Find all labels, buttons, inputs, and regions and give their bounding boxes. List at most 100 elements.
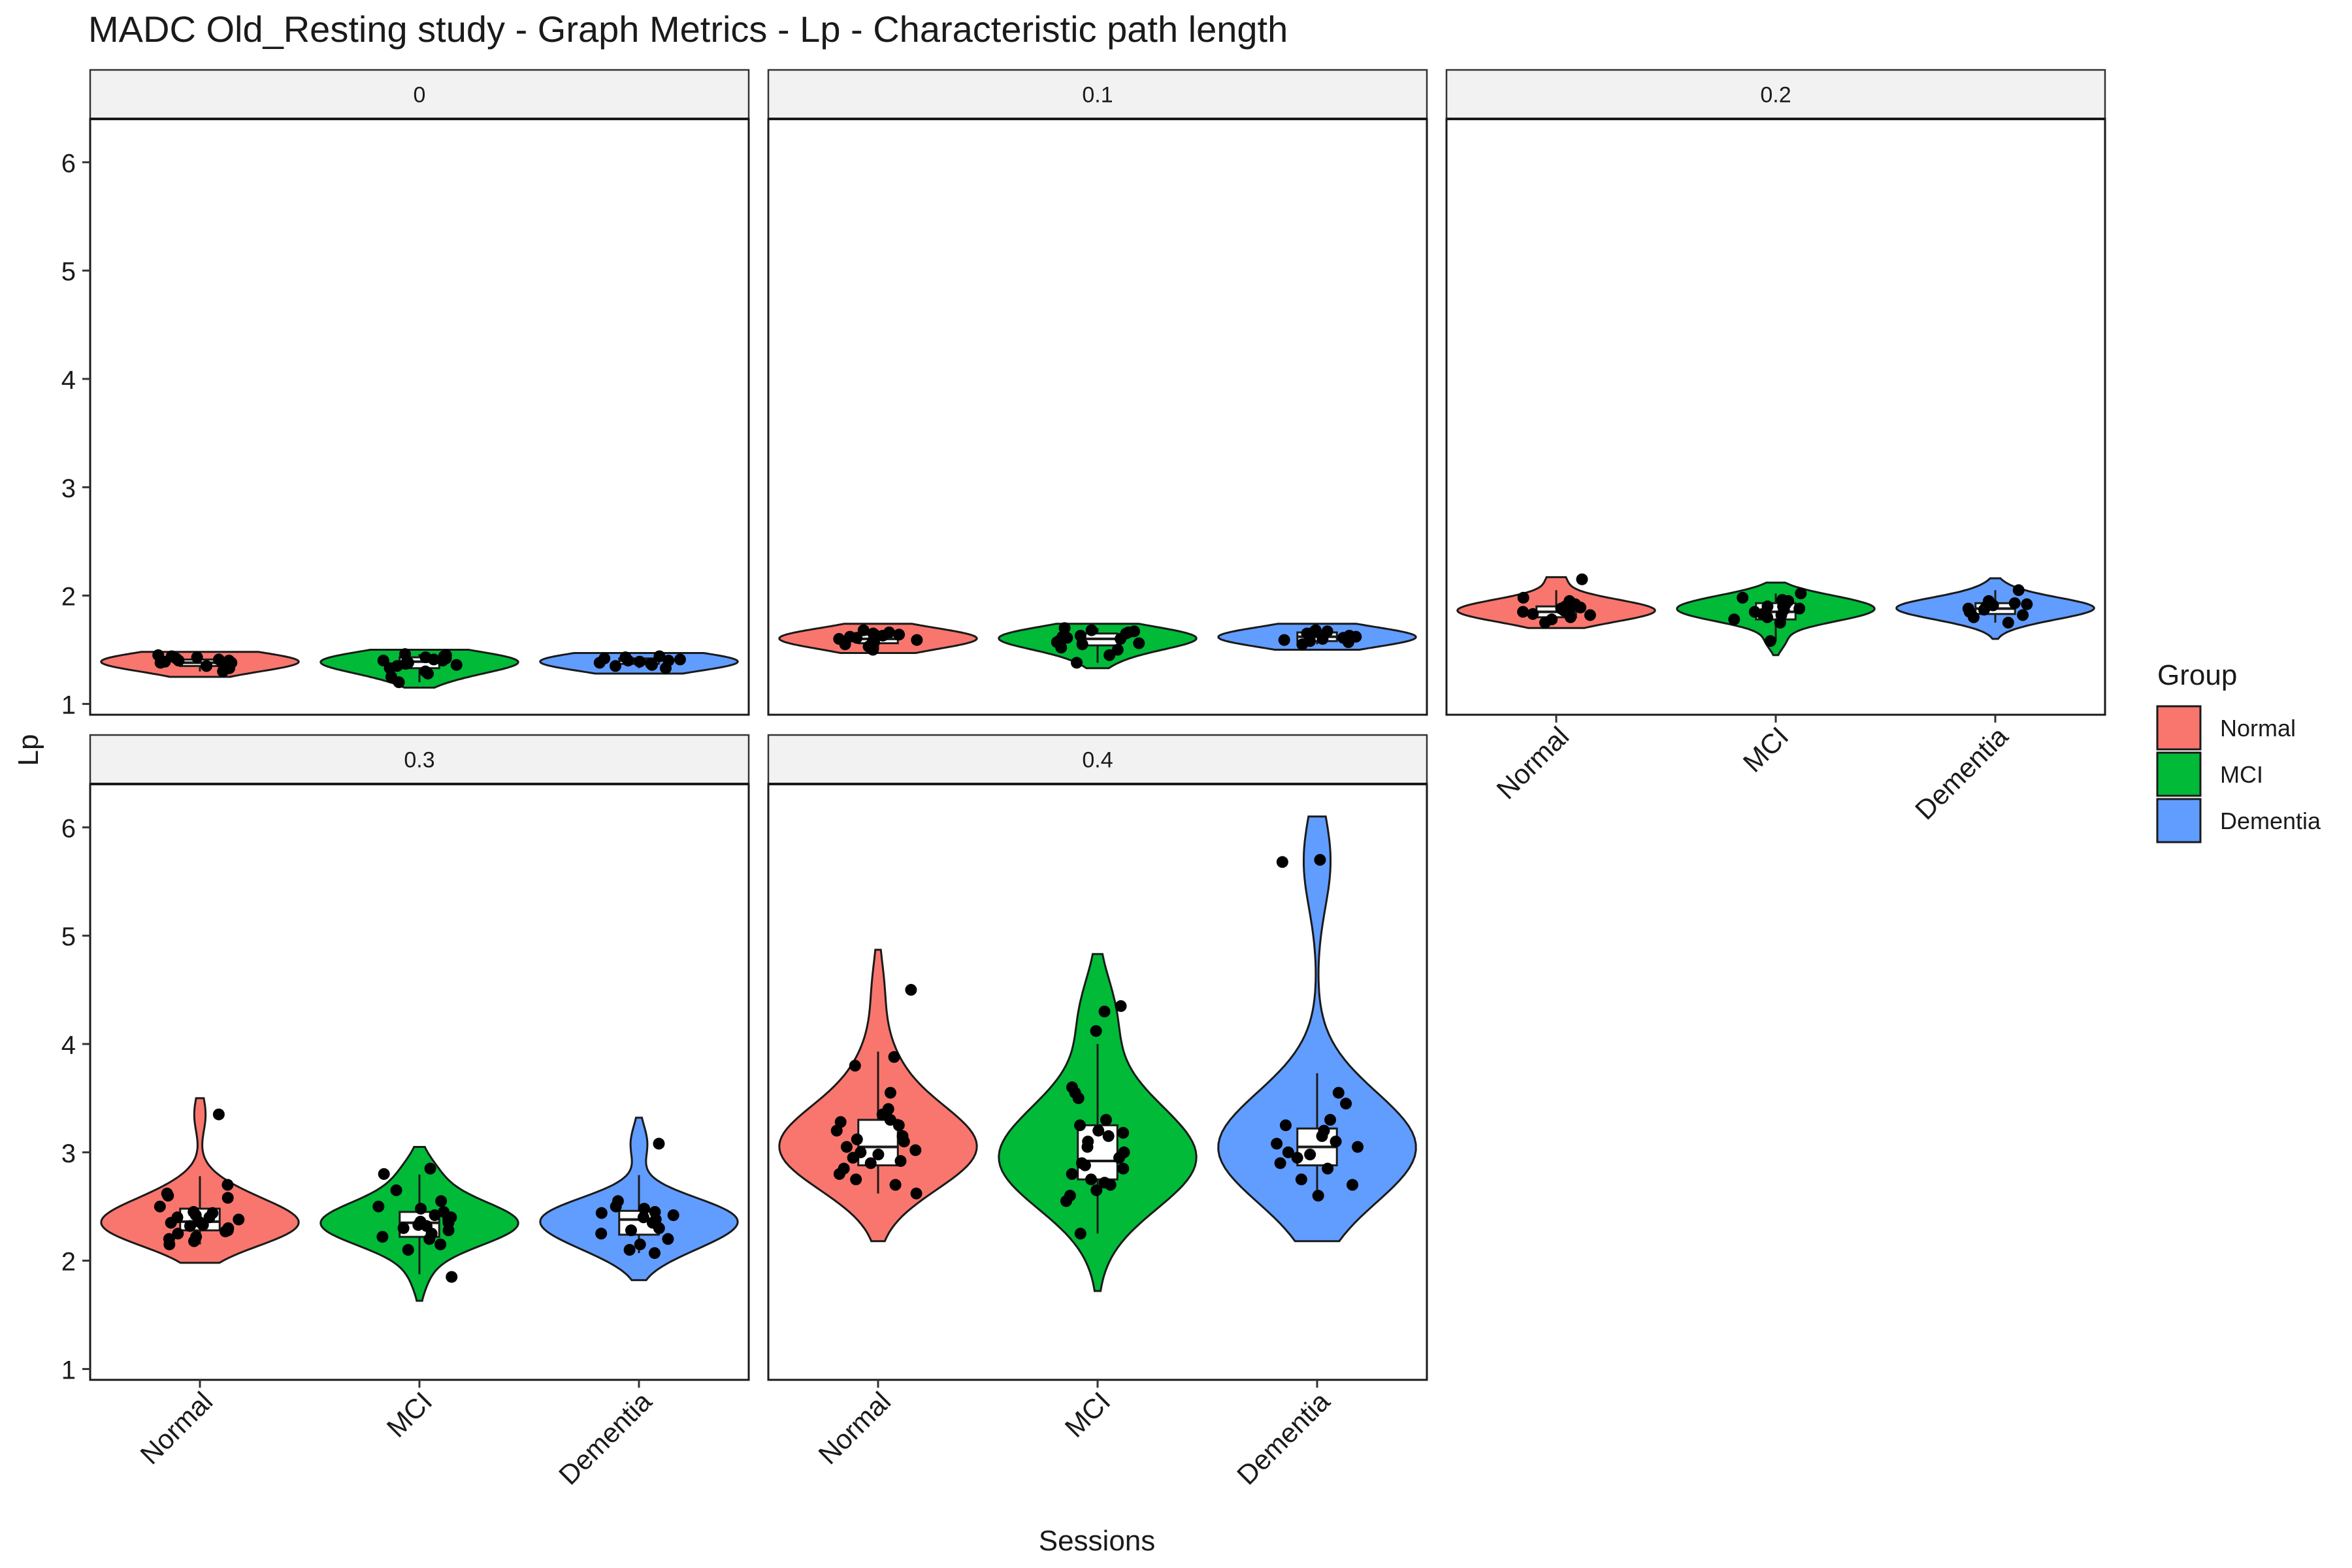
data-point — [429, 1209, 441, 1221]
data-point — [638, 1203, 651, 1215]
y-tick-label: 5 — [61, 923, 76, 951]
data-point — [442, 1224, 455, 1237]
data-point — [1316, 1130, 1328, 1142]
data-point — [653, 1137, 665, 1150]
data-point — [1066, 1168, 1078, 1180]
data-point — [595, 1228, 608, 1240]
data-point — [1128, 625, 1140, 638]
data-point — [427, 653, 440, 666]
data-point — [225, 657, 238, 669]
data-point — [1304, 1149, 1316, 1161]
data-point — [1081, 1141, 1094, 1153]
y-tick-label: 1 — [61, 1356, 76, 1384]
data-point — [402, 1244, 414, 1256]
data-point — [1322, 1162, 1334, 1175]
data-point — [1098, 1005, 1111, 1018]
data-point — [221, 1192, 234, 1204]
data-point — [212, 653, 225, 666]
data-point — [1271, 1137, 1283, 1150]
panel-border — [89, 118, 750, 716]
facet-strip-label: 0.4 — [1082, 748, 1113, 773]
data-point — [889, 1179, 902, 1191]
data-point — [397, 1222, 410, 1234]
data-point — [221, 1179, 234, 1191]
violin-group-dementia — [539, 650, 739, 675]
data-point — [1085, 1173, 1097, 1186]
data-point — [662, 1233, 674, 1245]
data-point — [1074, 1228, 1086, 1240]
facet-strip — [767, 734, 1428, 785]
data-point — [450, 659, 463, 671]
data-point — [910, 1187, 923, 1200]
violin-group-mci — [998, 953, 1198, 1292]
data-point — [653, 650, 666, 662]
data-point — [1090, 1025, 1102, 1037]
data-point — [911, 634, 923, 646]
data-point — [378, 1168, 390, 1180]
data-point — [1728, 613, 1740, 626]
data-point — [834, 1116, 847, 1128]
facet-strip-label: 0.2 — [1760, 83, 1791, 108]
y-tick-label: 3 — [61, 1139, 76, 1168]
data-point — [595, 1207, 608, 1219]
data-point — [909, 1144, 922, 1156]
data-point — [1274, 1157, 1286, 1169]
data-point — [1312, 1190, 1324, 1202]
violin-group-normal — [100, 649, 300, 678]
data-point — [415, 1203, 427, 1215]
violin-group-dementia — [1217, 815, 1417, 1243]
data-point — [1061, 632, 1073, 644]
facet-strip — [89, 734, 750, 785]
data-point — [893, 629, 906, 641]
data-point — [667, 1209, 679, 1221]
data-point — [648, 1247, 661, 1259]
legend-swatch — [2156, 751, 2202, 797]
data-point — [1282, 1146, 1294, 1158]
facet-panel-0: 0 1 2 3 4 5 6 — [61, 69, 750, 719]
violin-group-dementia — [539, 1117, 739, 1281]
data-point — [184, 1220, 196, 1232]
violin-group-normal — [778, 623, 978, 656]
data-point — [188, 1235, 201, 1247]
facet-strip — [89, 69, 750, 120]
legend-label: Dementia — [2220, 808, 2321, 834]
data-point — [1278, 634, 1290, 646]
data-point — [1085, 624, 1098, 636]
violin-group-normal — [778, 949, 978, 1243]
violin-group-mci — [319, 648, 519, 689]
data-point — [609, 660, 621, 672]
y-axis-title: Lp — [12, 734, 44, 766]
violin-group-mci — [1676, 581, 1876, 657]
data-point — [1276, 856, 1288, 868]
data-point — [399, 648, 412, 661]
data-point — [376, 1231, 389, 1243]
data-point — [1321, 625, 1333, 638]
data-point — [622, 655, 634, 667]
legend-title: Group — [2157, 659, 2237, 691]
data-point — [377, 655, 389, 667]
data-point — [593, 657, 606, 669]
data-point — [220, 1225, 232, 1237]
data-point — [1103, 649, 1116, 661]
data-point — [1055, 642, 1068, 654]
facet-strip-label: 0.3 — [404, 748, 434, 773]
data-point — [154, 1200, 166, 1213]
data-point — [1291, 1152, 1303, 1164]
data-point — [898, 1135, 910, 1148]
data-point — [372, 1200, 385, 1213]
data-point — [851, 632, 863, 644]
data-point — [2002, 617, 2014, 629]
data-point — [840, 1141, 853, 1153]
data-point — [857, 624, 870, 636]
y-tick-label: 4 — [61, 1031, 76, 1060]
data-point — [1117, 1126, 1130, 1139]
data-point — [423, 1233, 436, 1245]
data-point — [1347, 1179, 1359, 1191]
data-point — [864, 1157, 877, 1169]
data-point — [1332, 1086, 1345, 1099]
data-point — [1092, 1124, 1105, 1137]
legend: Group Normal MCI Dementia — [2156, 659, 2321, 843]
data-point — [1978, 604, 1990, 616]
data-point — [421, 667, 434, 679]
